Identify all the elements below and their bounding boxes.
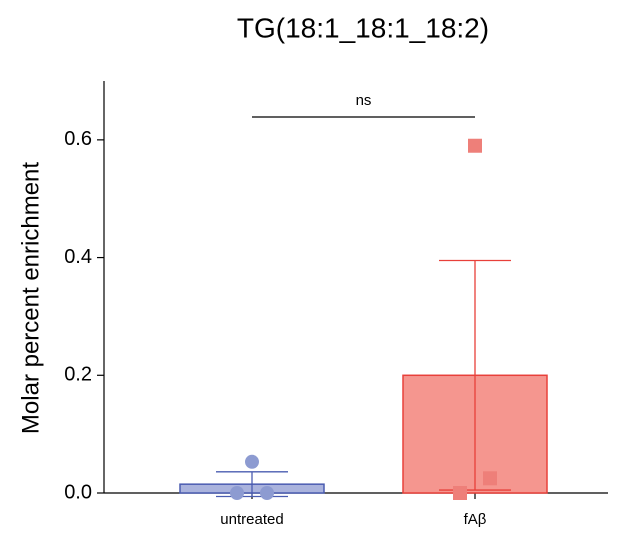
- significance-label: ns: [356, 92, 372, 109]
- data-point: [483, 471, 497, 486]
- y-tick-label: 0.6: [64, 128, 92, 150]
- y-axis-label: Molar percent enrichment: [17, 162, 44, 434]
- y-tick-label: 0.0: [64, 481, 92, 503]
- x-tick-label: untreated: [220, 511, 283, 528]
- x-tick-label: fAβ: [464, 511, 487, 528]
- y-tick-label: 0.2: [64, 364, 92, 386]
- data-point: [260, 486, 274, 500]
- data-point: [468, 138, 482, 153]
- data-point: [453, 486, 467, 500]
- y-tick-label: 0.4: [64, 246, 92, 268]
- chart-title: TG(18:1_18:1_18:2): [237, 12, 489, 43]
- data-point: [245, 454, 259, 469]
- data-point: [230, 486, 244, 500]
